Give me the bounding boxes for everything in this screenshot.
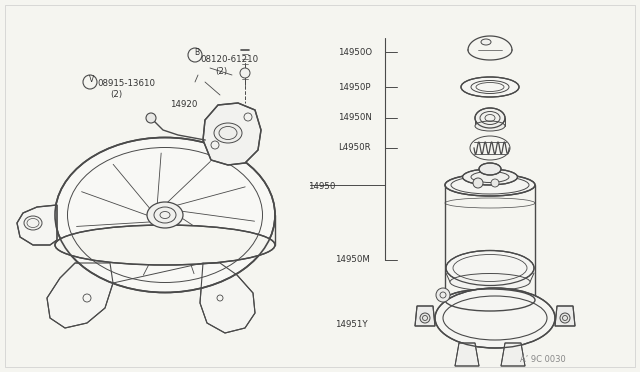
Polygon shape: [415, 306, 435, 326]
Ellipse shape: [435, 288, 555, 348]
Circle shape: [146, 113, 156, 123]
Text: V: V: [90, 74, 95, 83]
Ellipse shape: [147, 202, 183, 228]
Circle shape: [560, 313, 570, 323]
Text: (2): (2): [215, 67, 227, 76]
Text: 14950M: 14950M: [335, 255, 370, 264]
Ellipse shape: [481, 39, 491, 45]
Ellipse shape: [445, 289, 535, 311]
Polygon shape: [501, 343, 525, 366]
Text: 08120-61210: 08120-61210: [200, 55, 258, 64]
Polygon shape: [455, 343, 479, 366]
Ellipse shape: [55, 138, 275, 292]
Text: 14950N: 14950N: [338, 113, 372, 122]
Text: B: B: [195, 48, 200, 57]
Ellipse shape: [446, 250, 534, 285]
Circle shape: [436, 288, 450, 302]
Text: 14950: 14950: [308, 182, 335, 191]
Ellipse shape: [479, 163, 501, 175]
Polygon shape: [555, 306, 575, 326]
Text: L4950R: L4950R: [338, 143, 371, 152]
Circle shape: [240, 68, 250, 78]
Text: 14951Y: 14951Y: [335, 320, 367, 329]
Ellipse shape: [475, 121, 505, 131]
Ellipse shape: [24, 216, 42, 230]
Ellipse shape: [461, 77, 519, 97]
Polygon shape: [203, 103, 261, 165]
Circle shape: [491, 179, 499, 187]
Text: A’ 9C 0030: A’ 9C 0030: [520, 355, 566, 364]
Text: (2): (2): [110, 90, 122, 99]
Text: 14950O: 14950O: [338, 48, 372, 57]
Circle shape: [473, 178, 483, 188]
Polygon shape: [17, 205, 57, 245]
Polygon shape: [200, 263, 255, 333]
Ellipse shape: [445, 174, 535, 196]
Text: 14950P: 14950P: [338, 83, 371, 92]
Ellipse shape: [450, 273, 530, 291]
Text: 14920: 14920: [170, 100, 197, 109]
Ellipse shape: [55, 225, 275, 265]
Ellipse shape: [214, 123, 242, 143]
Ellipse shape: [475, 108, 505, 128]
Circle shape: [420, 313, 430, 323]
Polygon shape: [47, 263, 113, 328]
Ellipse shape: [463, 169, 518, 185]
Text: 08915-13610: 08915-13610: [97, 79, 155, 88]
